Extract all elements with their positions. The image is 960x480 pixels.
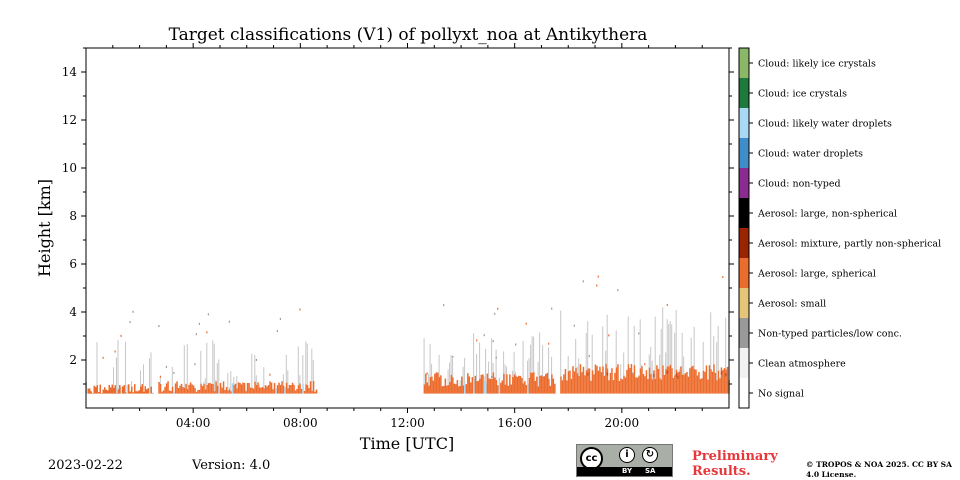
date-label: 2023-02-22 (48, 458, 123, 473)
x-tick-label: 20:00 (605, 416, 640, 430)
y-tick-label: 12 (62, 113, 77, 127)
colorbar-label: Aerosol: large, spherical (757, 269, 876, 280)
colorbar-label: Cloud: water droplets (758, 149, 863, 160)
colorbar-swatch (739, 138, 749, 168)
chart-title: Target classifications (V1) of pollyxt_n… (168, 25, 648, 45)
colorbar-swatch (739, 348, 749, 378)
y-tick-label: 14 (62, 65, 78, 79)
cc-license-badge: cc i ↻ BY SA (576, 444, 673, 477)
colorbar-label: Non-typed particles/low conc. (758, 329, 902, 340)
attribution-icon: i (619, 447, 635, 463)
colorbar-label: Clean atmosphere (758, 359, 846, 370)
y-tick-label: 6 (69, 257, 77, 271)
colorbar-label: Aerosol: large, non-spherical (757, 209, 897, 220)
y-tick-label: 10 (62, 161, 77, 175)
colorbar-swatch (739, 78, 749, 108)
colorbar-swatch (739, 378, 749, 408)
share-alike-icon: ↻ (642, 447, 658, 463)
plot-frame (85, 47, 730, 409)
badge-sa-label: SA (645, 467, 656, 475)
y-tick-label: 8 (69, 209, 77, 223)
badge-bar (577, 467, 672, 476)
y-tick-label: 2 (69, 353, 77, 367)
x-tick-label: 04:00 (176, 416, 211, 430)
data-segment (158, 308, 318, 394)
x-tick-label: 16:00 (497, 416, 532, 430)
colorbar-label: Cloud: ice crystals (758, 89, 847, 100)
colorbar-label: No signal (758, 389, 804, 400)
colorbar-label: Cloud: likely ice crystals (758, 59, 876, 70)
preliminary-notice: Preliminary Results. (692, 449, 778, 479)
data-segment (560, 275, 730, 394)
colorbar-label: Aerosol: small (757, 299, 826, 310)
colorbar-swatch (739, 168, 749, 198)
cc-icon: cc (580, 447, 603, 470)
copyright-notice: © TROPOS & NOA 2025. CC BY SA 4.0 Licens… (806, 460, 952, 479)
y-axis-label: Height [km] (35, 179, 54, 277)
colorbar-frame (738, 47, 750, 409)
x-tick-label: 08:00 (283, 416, 318, 430)
colorbar-label: Cloud: likely water droplets (758, 119, 892, 130)
badge-by-label: BY (622, 467, 633, 475)
colorbar-label: Cloud: non-typed (758, 179, 841, 190)
colorbar-swatch (739, 318, 749, 348)
colorbar-swatch (739, 108, 749, 138)
version-label: Version: 4.0 (192, 458, 271, 473)
colorbar-swatch (739, 198, 749, 228)
colorbar-swatch (739, 228, 749, 258)
x-tick-label: 12:00 (390, 416, 425, 430)
colorbar-swatch (739, 258, 749, 288)
data-segment (423, 304, 556, 394)
x-axis-label: Time [UTC] (360, 434, 454, 453)
data-segment (86, 310, 154, 394)
colorbar-swatch (739, 48, 749, 78)
colorbar-label: Aerosol: mixture, partly non-spherical (757, 239, 941, 250)
colorbar-swatch (739, 288, 749, 318)
y-tick-label: 4 (69, 305, 77, 319)
